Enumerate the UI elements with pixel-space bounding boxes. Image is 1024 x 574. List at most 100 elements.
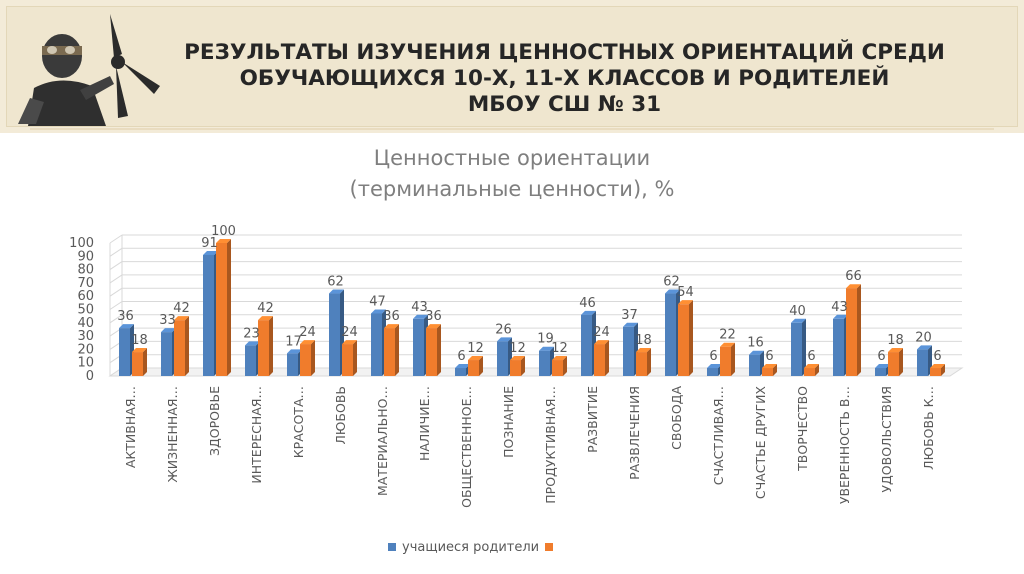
data-label-parents: 66 [845,269,862,284]
bar-parents-side [815,364,819,376]
bar-students [665,293,676,376]
data-label-students: 23 [243,326,260,341]
bar-parents [552,360,563,376]
data-label-students: 46 [579,296,596,311]
data-label-parents: 18 [887,333,904,348]
chart-legend: учащиеся родители [388,538,554,556]
data-label-students: 36 [117,309,134,324]
bar-parents [426,328,437,376]
bar-parents-side [269,316,273,376]
legend-swatch-students [388,543,396,551]
y-tick-label: 60 [77,289,94,304]
bar-students-top [749,350,764,355]
slide-title-line: ОБУЧАЮЩИХСЯ 10-Х, 11-Х КЛАССОВ И РОДИТЕЛ… [239,66,890,91]
x-tick-label: МАТЕРИАЛЬНО… [375,386,390,496]
bar-students-top [917,345,932,350]
bar-students-top [455,364,470,369]
data-label-parents: 6 [765,349,773,364]
bar-parents [468,360,479,376]
slide-header: РЕЗУЛЬТАТЫ ИЗУЧЕНИЯ ЦЕННОСТНЫХ ОРИЕНТАЦИ… [0,0,1024,133]
bar-parents-side [563,356,567,376]
bar-students [245,345,256,376]
data-label-parents: 18 [635,333,652,348]
data-label-students: 19 [537,332,554,347]
x-tick-label: ЛЮБОВЬ К… [921,386,936,470]
x-tick-label: ОБЩЕСТВЕННОЕ… [459,386,474,508]
bar-chart: 01020304050607080901003618АКТИВНАЯ…3342Ж… [69,224,964,508]
y-tick-label: 10 [77,356,94,371]
data-label-parents: 24 [593,325,610,340]
x-tick-label: ЗДОРОВЬЕ [207,386,222,456]
y-tick-label: 90 [77,249,94,264]
data-label-students: 91 [201,236,218,251]
bar-students [917,349,928,376]
bar-parents [762,368,773,376]
x-tick-label: СВОБОДА [669,386,684,450]
bar-parents-top [300,340,315,345]
bar-parents-side [227,239,231,376]
bar-parents-side [353,340,357,376]
data-label-parents: 54 [677,285,694,300]
bar-students [497,341,508,376]
bar-parents [174,320,185,376]
data-label-parents: 6 [933,349,941,364]
bar-students-top [581,310,596,315]
slide-title-line: РЕЗУЛЬТАТЫ ИЗУЧЕНИЯ ЦЕННОСТНЫХ ОРИЕНТАЦИ… [184,40,945,65]
x-tick-label: СЧАСТЬЕ ДРУГИХ [753,386,768,500]
bar-parents-side [899,348,903,376]
bar-students-top [875,364,890,369]
bar-parents-top [426,324,441,329]
bar-parents [384,328,395,376]
data-label-parents: 12 [467,341,484,356]
data-label-students: 20 [915,330,932,345]
data-label-parents: 42 [173,301,190,316]
y-tick-label: 40 [77,316,94,331]
data-label-parents: 22 [719,328,736,343]
bar-parents [510,360,521,376]
data-label-parents: 100 [211,224,236,239]
bar-parents-top [510,356,525,361]
data-label-students: 37 [621,308,638,323]
chart-title-line: Ценностные ориентации [373,146,651,170]
bar-parents [594,344,605,376]
bar-parents-top [132,348,147,353]
data-label-students: 47 [369,294,386,309]
x-tick-label: КРАСОТА… [291,386,306,458]
bar-parents-side [647,348,651,376]
y-tick-label: 100 [69,236,94,251]
data-label-parents: 24 [341,325,358,340]
data-label-parents: 36 [425,309,442,324]
legend-swatch-parents [545,543,554,551]
bar-parents-side [941,364,945,376]
bar-parents-side [479,356,483,376]
data-label-students: 43 [411,300,428,315]
bar-parents [930,368,941,376]
slide-title-line: МБОУ СШ № 31 [467,92,662,117]
bar-students [749,354,760,376]
bar-parents-top [888,348,903,353]
bar-students-top [539,346,554,351]
x-tick-label: ПОЗНАНИЕ [501,386,516,458]
bar-parents-side [143,348,147,376]
y-tick-label: 30 [77,329,94,344]
bar-students-top [287,349,302,354]
bar-parents-top [762,364,777,369]
x-tick-label: АКТИВНАЯ… [123,386,138,468]
data-label-parents: 12 [551,341,568,356]
bar-students-top [119,324,134,329]
data-label-students: 43 [831,300,848,315]
bar-parents [720,346,731,376]
bar-students-top [329,289,344,294]
y-tick-label: 0 [86,369,94,384]
gridline-depth [109,274,123,284]
bar-parents-side [605,340,609,376]
bar-students [539,350,550,376]
x-tick-label: ЖИЗНЕННАЯ… [165,386,180,483]
chart-title: Ценностные ориентации (терминальные ценн… [0,143,1024,205]
bar-parents [342,344,353,376]
data-label-students: 33 [159,313,176,328]
y-tick-label: 80 [77,263,94,278]
slide-title: РЕЗУЛЬТАТЫ ИЗУЧЕНИЯ ЦЕННОСТНЫХ ОРИЕНТАЦИ… [165,40,964,118]
bar-parents-top [846,284,861,289]
chart-title-line: (терминальные ценности), % [349,177,675,201]
